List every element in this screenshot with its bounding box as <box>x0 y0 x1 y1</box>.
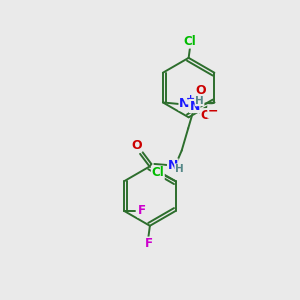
Text: N: N <box>168 159 178 172</box>
Text: F: F <box>138 204 146 218</box>
Text: F: F <box>144 237 152 250</box>
Text: +: + <box>186 94 196 104</box>
Text: O: O <box>195 84 206 97</box>
Text: H: H <box>195 96 204 106</box>
Text: −: − <box>208 105 218 118</box>
Text: N: N <box>179 98 190 110</box>
Text: Cl: Cl <box>184 35 196 48</box>
Text: O: O <box>131 139 142 152</box>
Text: H: H <box>175 164 184 174</box>
Text: N: N <box>190 100 200 112</box>
Text: Cl: Cl <box>152 167 164 179</box>
Text: O: O <box>200 109 211 122</box>
